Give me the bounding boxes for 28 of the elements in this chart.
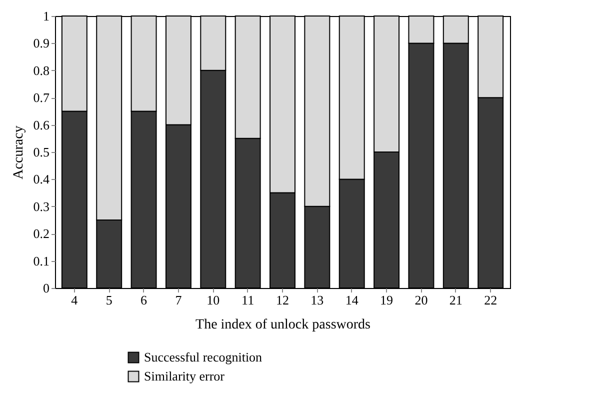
- x-tick-label: 19: [380, 292, 394, 308]
- y-axis-title: Accuracy: [11, 126, 26, 180]
- x-tick-label: 4: [71, 292, 78, 308]
- x-tick-label: 12: [276, 292, 289, 308]
- y-tick-label: 0.1: [33, 253, 50, 268]
- x-axis-title: The index of unlock passwords: [196, 318, 370, 332]
- y-tick-label: 0.8: [33, 62, 50, 78]
- x-tick-label: 10: [206, 292, 220, 308]
- y-tick-label: 0.4: [33, 172, 50, 187]
- y-tick-label: 0.2: [33, 226, 50, 242]
- y-tick-label: 0.3: [33, 198, 50, 214]
- x-tick-label: 21: [449, 292, 462, 308]
- x-tick-label: 13: [310, 292, 324, 308]
- y-tick-label: 0: [43, 280, 50, 296]
- x-tick-label: 11: [242, 292, 254, 308]
- y-tick-label: 0.6: [33, 117, 50, 132]
- y-tick-label: 0.5: [33, 144, 50, 160]
- x-tick-label: 20: [414, 292, 428, 308]
- x-tick-label: 22: [484, 292, 498, 308]
- x-tick-label: 7: [175, 292, 182, 308]
- y-tick-label: 0.9: [33, 36, 50, 51]
- x-tick-label: 14: [345, 292, 359, 308]
- x-tick-label: 5: [106, 292, 112, 308]
- y-tick-label: 0.7: [33, 90, 50, 106]
- legend-label: Successful recognition: [144, 350, 263, 364]
- legend-label: Similarity error: [144, 368, 226, 384]
- x-tick-label: 6: [140, 292, 148, 308]
- y-tick-label: 1: [43, 8, 50, 24]
